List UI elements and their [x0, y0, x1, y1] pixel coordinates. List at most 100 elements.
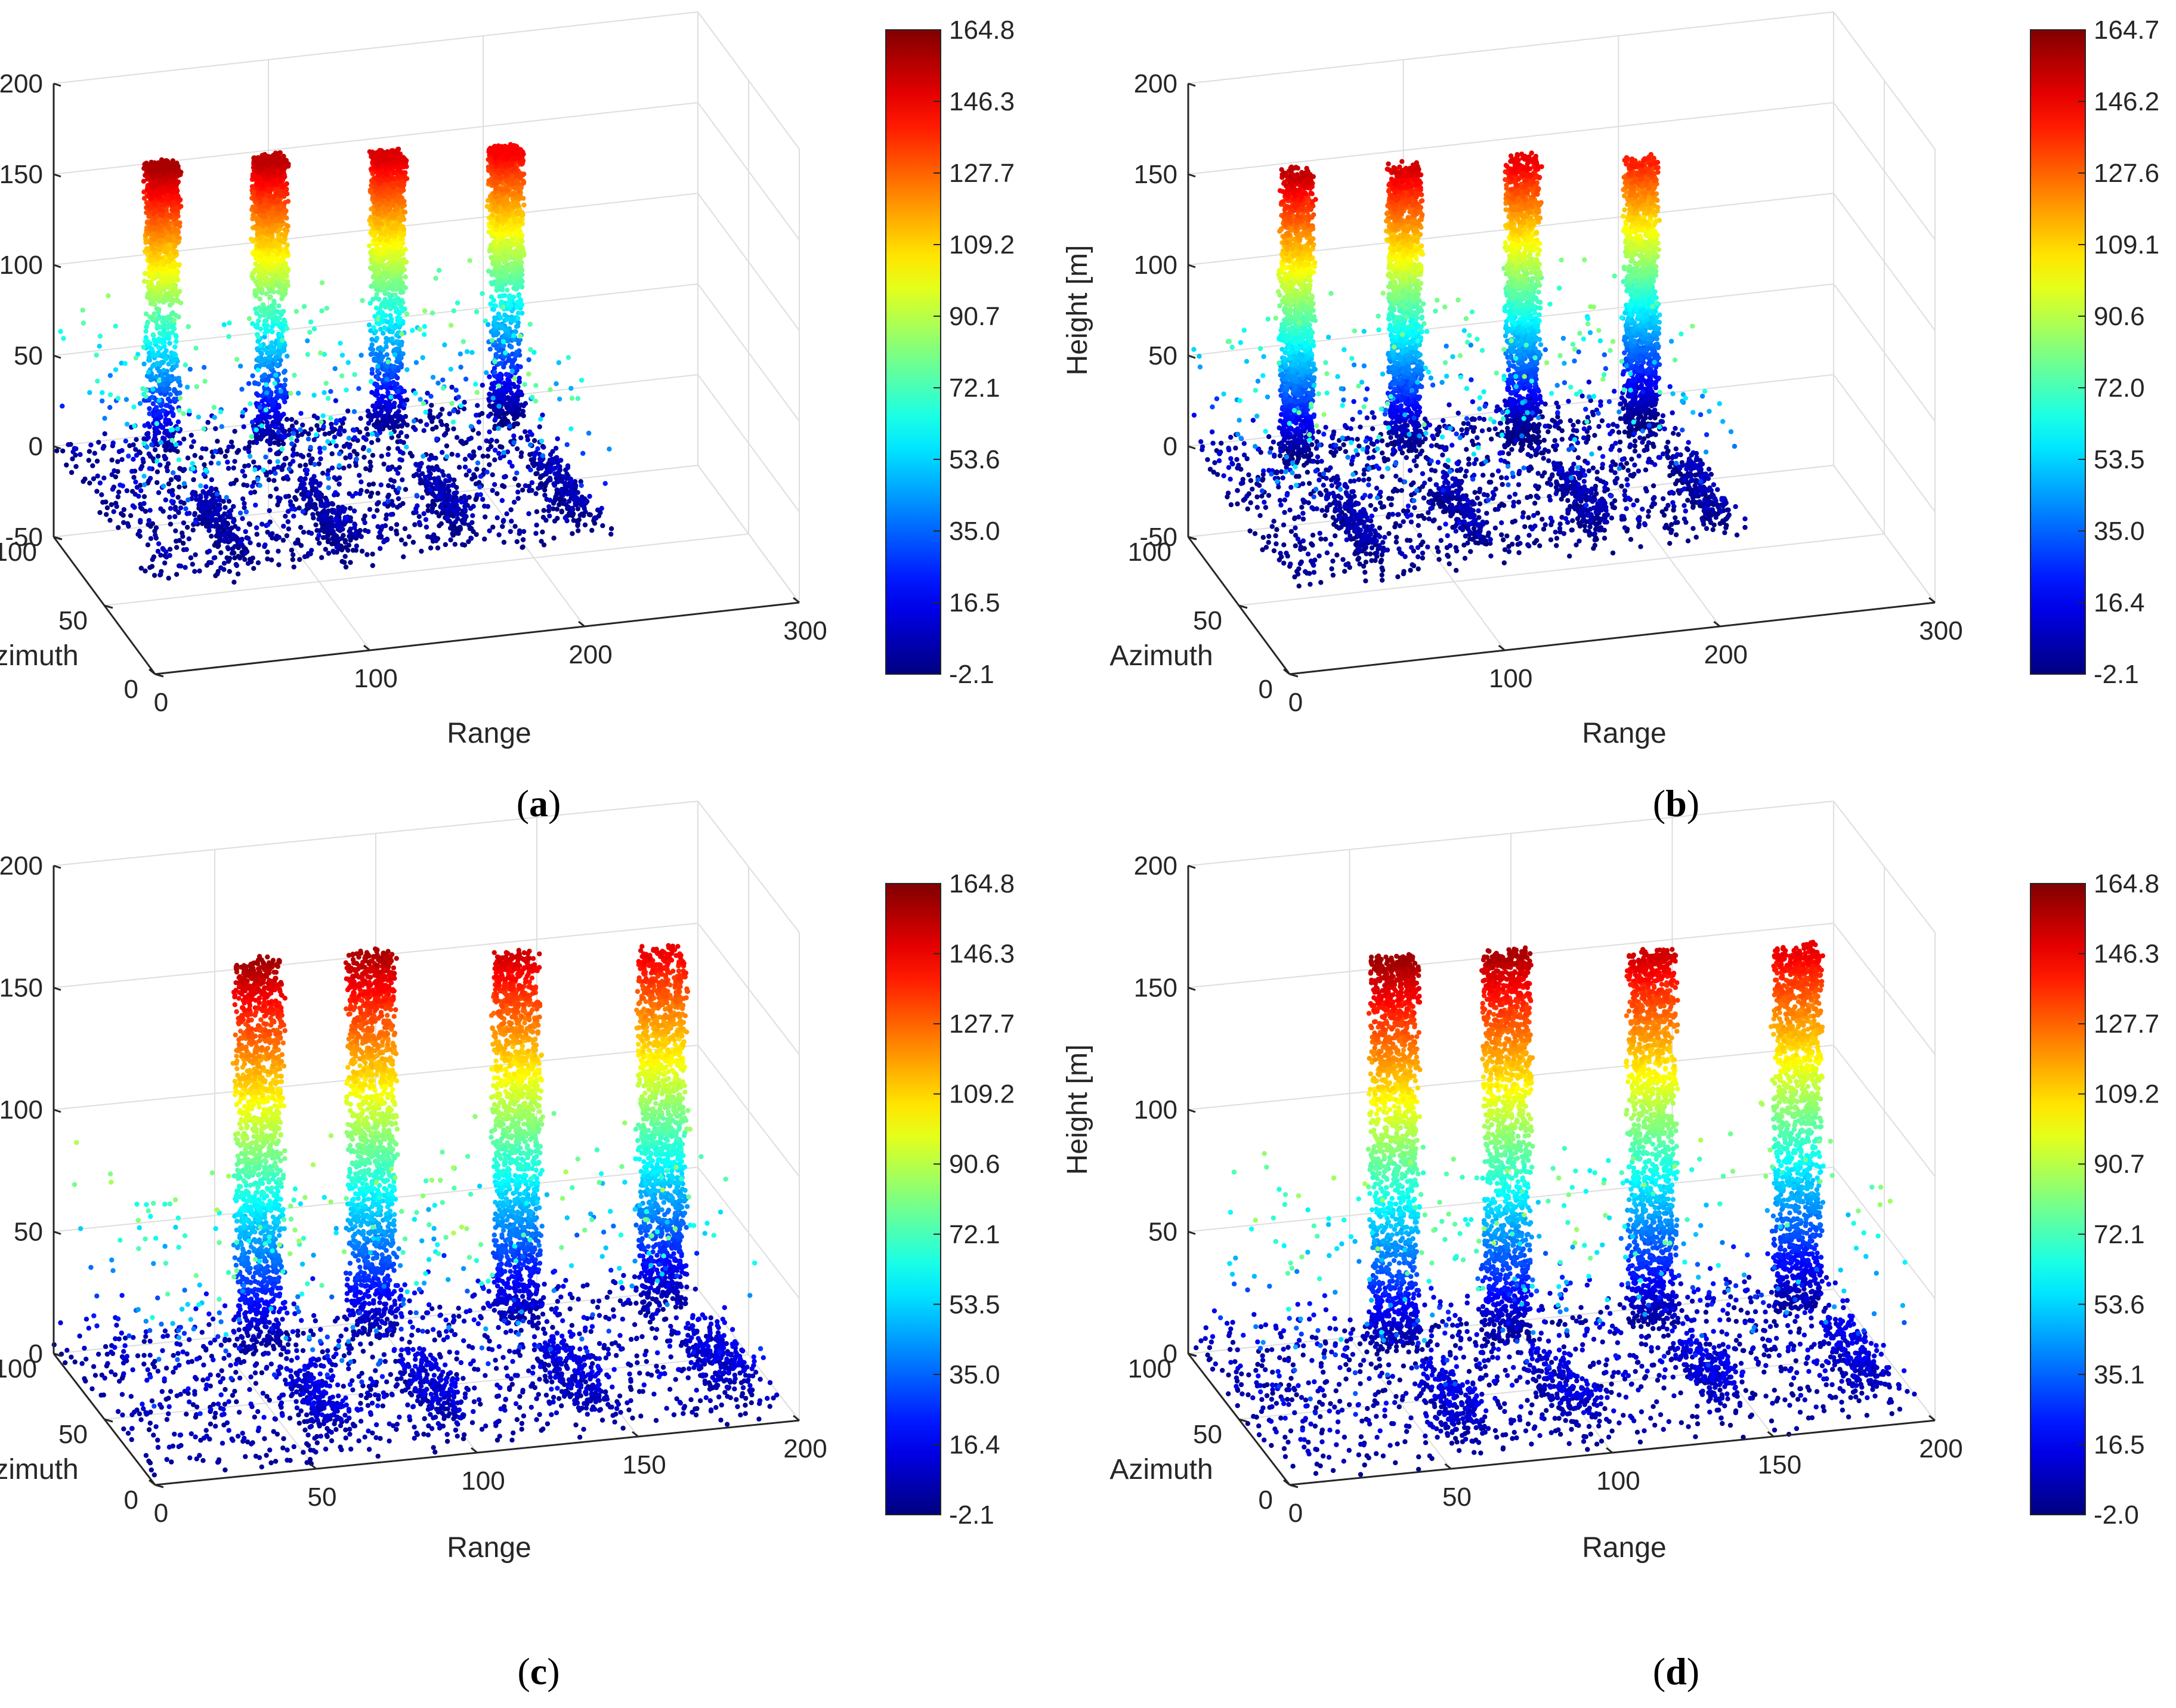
scatter-point: [493, 332, 499, 338]
scatter-point: [256, 416, 262, 422]
scatter-point: [397, 193, 403, 199]
scatter-point: [433, 276, 438, 281]
scatter-point: [174, 339, 179, 344]
scatter-point: [80, 307, 85, 313]
scatter-point: [163, 417, 168, 422]
scatter-point: [440, 406, 445, 412]
scatter-point: [375, 413, 380, 419]
scatter-point: [392, 301, 397, 307]
scatter-point: [287, 427, 292, 433]
scatter-point: [150, 274, 156, 280]
scatter-point: [253, 294, 259, 299]
scatter-point: [455, 409, 460, 415]
scatter-point: [480, 382, 485, 388]
scatter-point: [141, 196, 147, 201]
scatter-point: [489, 272, 494, 277]
scatter-point: [487, 403, 493, 409]
scatter-point: [369, 351, 375, 357]
scatter-point: [289, 424, 295, 429]
scatter-point: [259, 399, 265, 404]
scatter-point: [496, 375, 502, 381]
scatter-point: [94, 458, 100, 464]
scatter-point: [266, 402, 271, 407]
scatter-point: [146, 357, 152, 363]
scatter-point: [494, 345, 499, 351]
scatter-point: [393, 305, 398, 311]
scatter-point: [113, 323, 118, 329]
scatter-point: [333, 398, 339, 403]
scatter-point: [385, 221, 391, 227]
scatter-point: [156, 160, 161, 165]
scatter-point: [60, 403, 65, 409]
scatter-point: [60, 448, 66, 454]
scatter-point: [516, 293, 521, 298]
scatter-point: [502, 293, 508, 298]
scatter-point: [369, 390, 375, 395]
scatter-point: [493, 317, 498, 322]
scatter-point: [156, 368, 162, 374]
scatter-point: [489, 282, 495, 287]
scatter-point: [280, 441, 286, 447]
scatter-point: [515, 384, 521, 390]
scatter-point: [250, 373, 255, 379]
scatter-point: [247, 440, 252, 445]
scatter-point: [394, 381, 400, 387]
scatter-point: [496, 311, 502, 317]
scatter-point: [319, 280, 325, 286]
scatter-point: [308, 427, 314, 432]
scatter-point: [404, 397, 410, 403]
scatter-point: [213, 426, 218, 431]
scatter-point: [141, 178, 147, 184]
scatter-point: [373, 405, 378, 411]
scatter-point: [258, 267, 264, 273]
scatter-point: [502, 312, 508, 318]
scatter-point: [165, 396, 171, 401]
scatter-point: [143, 329, 149, 334]
scatter-point: [375, 437, 381, 443]
scatter-point: [374, 400, 379, 406]
scatter-point: [496, 338, 502, 343]
scatter-point: [181, 436, 187, 442]
scatter-point: [373, 351, 379, 357]
scatter-point: [322, 431, 327, 437]
scatter-point: [255, 393, 261, 398]
scatter-point: [373, 392, 378, 398]
scatter-point: [143, 335, 149, 340]
scatter-point: [170, 158, 175, 163]
scatter-point: [165, 410, 171, 416]
scatter-point: [147, 424, 152, 430]
scatter-point: [107, 373, 113, 378]
scatter-point: [345, 408, 351, 414]
scatter-point: [285, 353, 290, 359]
scatter-point: [263, 318, 269, 323]
scatter-point: [160, 341, 166, 346]
scatter-point: [109, 457, 115, 463]
scatter-point: [276, 303, 282, 308]
grid-line: [697, 465, 800, 603]
scatter-point: [305, 338, 310, 344]
scatter-point: [365, 408, 371, 414]
scatter-point: [326, 431, 332, 436]
scatter-point: [369, 367, 375, 372]
scatter-point: [364, 426, 369, 431]
scatter-point: [379, 258, 385, 264]
scatter-point: [388, 313, 393, 319]
grid-line: [53, 11, 698, 84]
scatter-point: [486, 322, 491, 328]
scatter-point: [306, 431, 311, 437]
scatter-point: [273, 275, 279, 281]
scatter-point: [143, 311, 149, 317]
scatter-point: [393, 279, 398, 285]
scatter-point: [521, 413, 526, 418]
scatter-point: [97, 344, 102, 349]
scatter-point: [302, 429, 307, 434]
scatter-point: [368, 221, 373, 227]
scatter-point: [491, 384, 496, 390]
scatter-point: [97, 333, 103, 339]
scatter-point: [295, 433, 301, 438]
scatter-point: [188, 433, 194, 438]
scatter-point: [518, 364, 523, 369]
scatter-point: [152, 447, 158, 453]
